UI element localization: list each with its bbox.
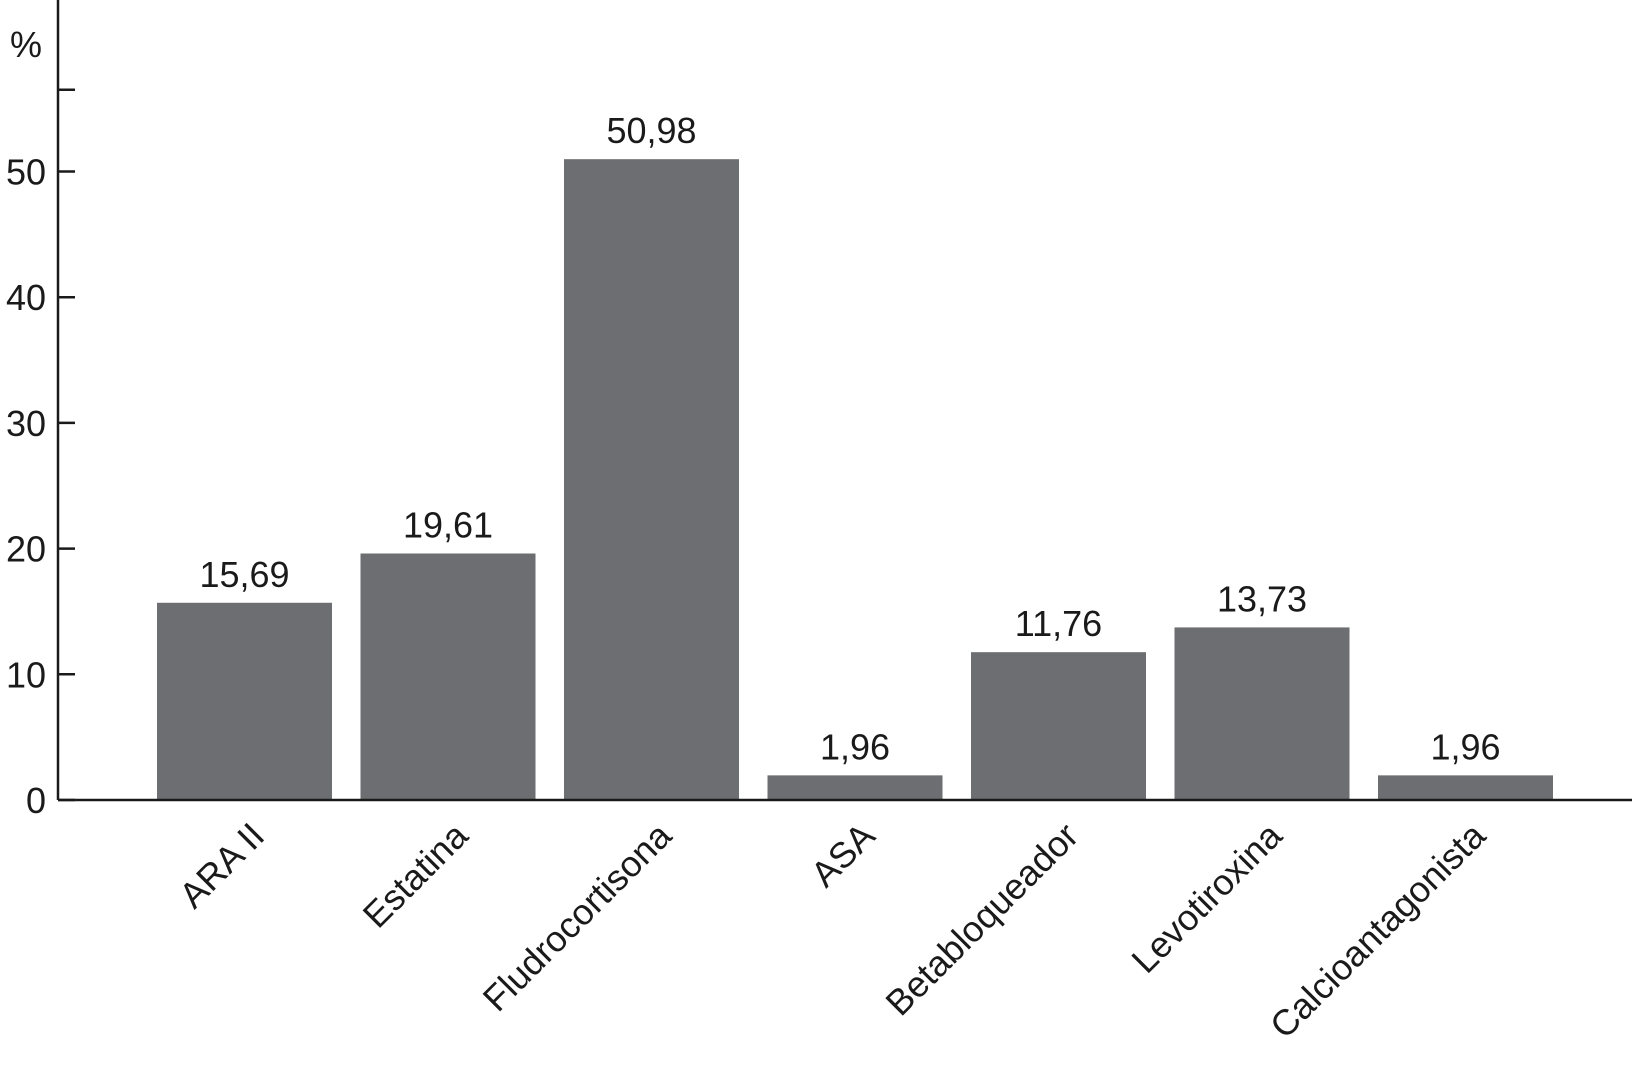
bar-value-label: 1,96: [820, 726, 890, 767]
bar-value-label: 1,96: [1430, 726, 1500, 767]
bar-asa: [767, 775, 943, 800]
bar-fludrocortisona: [564, 159, 739, 800]
bars: [157, 159, 1553, 800]
x-category-label: Levotiroxina: [1123, 814, 1290, 981]
y-tick-label: 20: [6, 529, 46, 570]
y-tick-label: 0: [26, 780, 46, 821]
bar-estatina: [360, 553, 536, 800]
x-category-label: Estatina: [355, 814, 477, 936]
y-tick-label: 10: [6, 654, 46, 695]
y-axis-unit-label: %: [10, 24, 42, 65]
bar-value-label: 19,61: [403, 505, 493, 546]
bar-value-label: 15,69: [199, 554, 289, 595]
bar-calcioantagonista: [1378, 775, 1553, 800]
y-tick-label: 50: [6, 152, 46, 193]
y-axis: 0 10 20 30 40 50: [6, 0, 75, 821]
x-category-label: ASA: [803, 815, 883, 895]
bar-value-label: 11,76: [1015, 603, 1102, 644]
bar-value-label: 50,98: [606, 110, 696, 151]
bar-betabloqueador: [971, 652, 1146, 800]
category-labels: ARA II Estatina Fludrocortisona ASABetabloq…: [171, 814, 1494, 1046]
bar-ara-ii: [157, 602, 332, 800]
value-labels: 15,69 19,61 50,98 1,96 11,76 13,73 1,96: [199, 110, 1500, 767]
y-tick-label: 40: [6, 277, 46, 318]
x-category-label: Betabloqueador: [877, 815, 1086, 1024]
bar-levotiroxina: [1174, 627, 1350, 800]
y-tick-label: 30: [6, 403, 46, 444]
x-category-label: Fludrocortisona: [475, 814, 680, 1019]
bar-value-label: 13,73: [1217, 578, 1307, 619]
x-category-label: ARA II: [171, 815, 272, 916]
x-category-label: Calcioantagonista: [1262, 814, 1494, 1046]
